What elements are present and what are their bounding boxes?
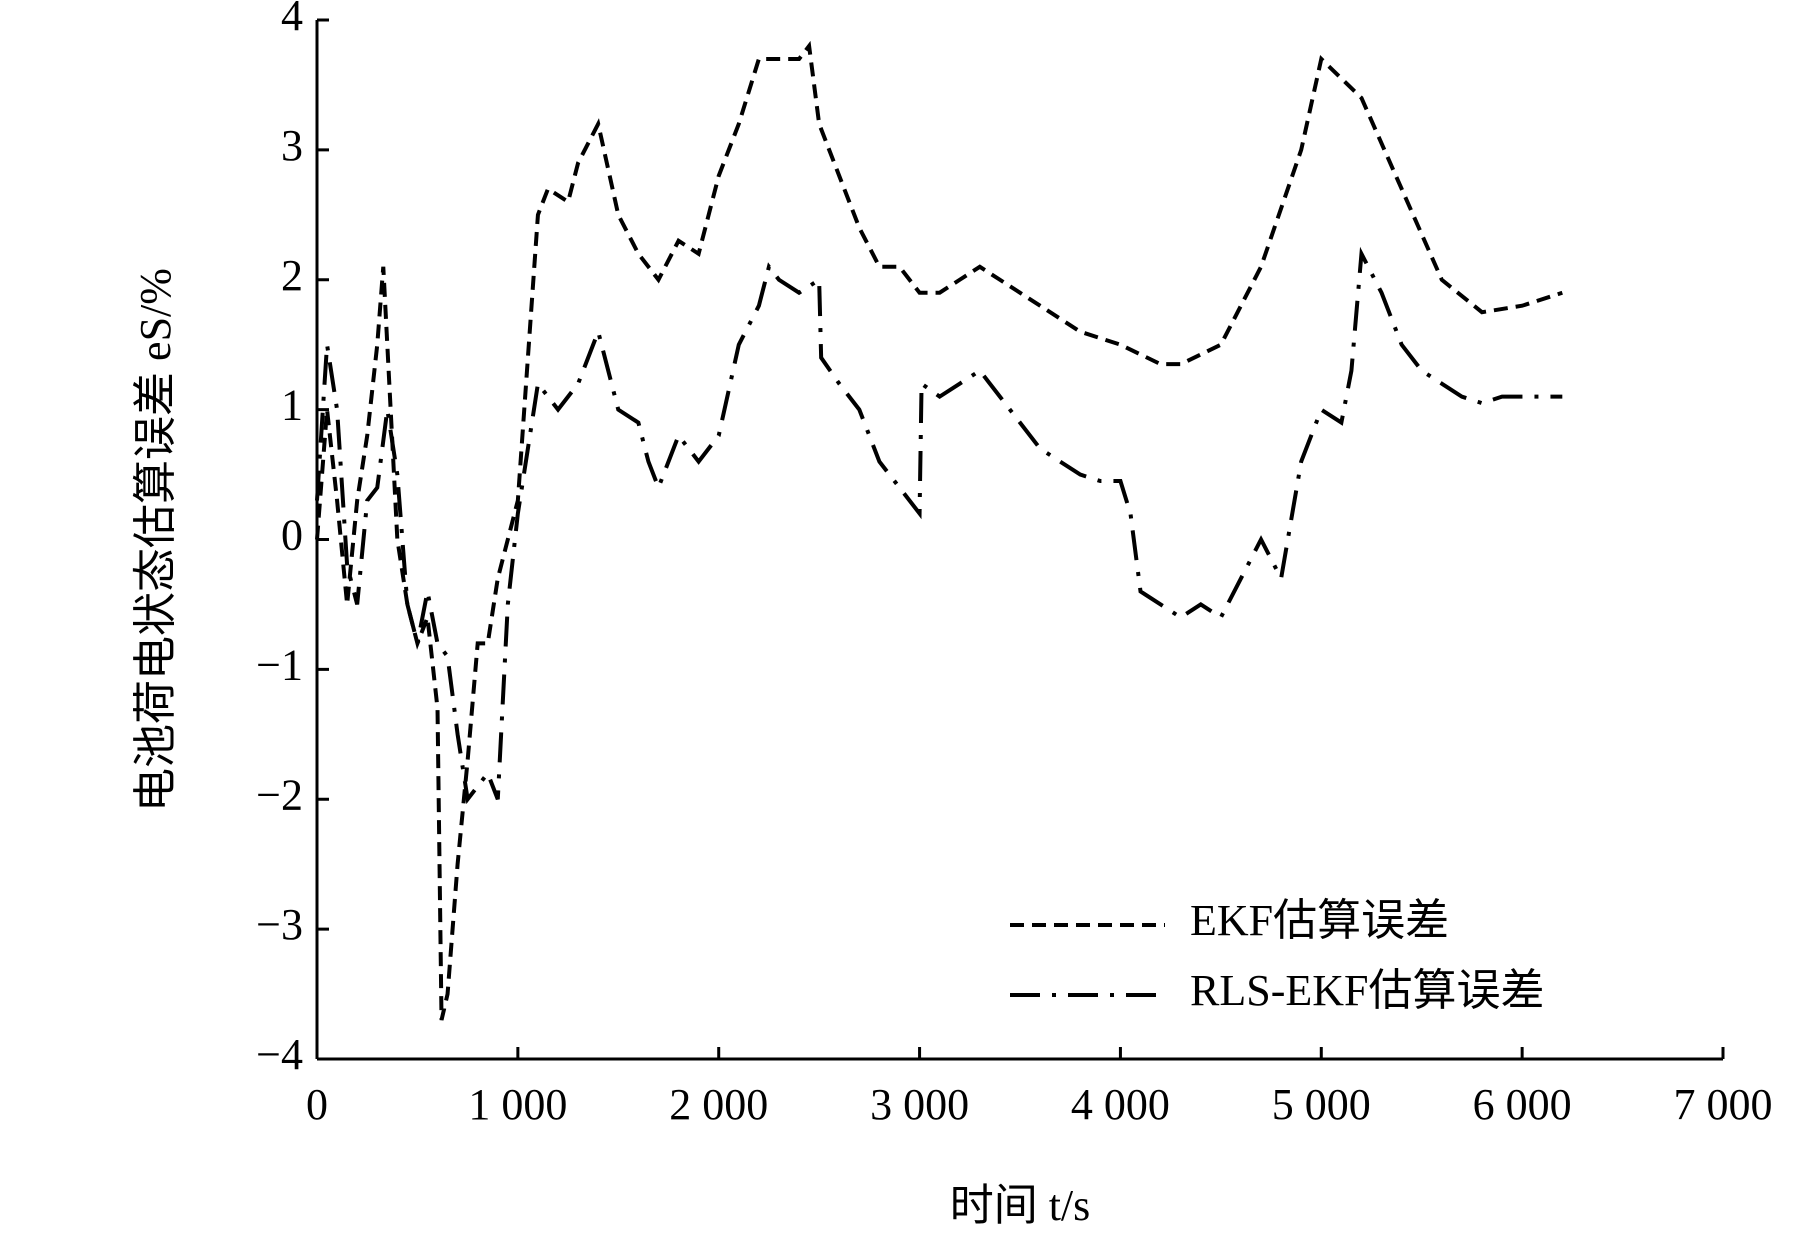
y-axis-label: 电池荷电状态估算误差 eS/% bbox=[131, 268, 180, 812]
x-tick-label: 7 000 bbox=[1674, 1080, 1773, 1129]
legend-label: RLS-EKF估算误差 bbox=[1190, 966, 1544, 1015]
x-tick-label: 3 000 bbox=[870, 1080, 969, 1129]
x-tick-label: 5 000 bbox=[1272, 1080, 1371, 1129]
y-tick-label: 4 bbox=[281, 0, 303, 40]
series-line bbox=[315, 246, 1563, 805]
y-tick-label: −3 bbox=[256, 900, 303, 949]
series-line bbox=[315, 40, 1563, 1021]
x-tick-label: 2 000 bbox=[669, 1080, 768, 1129]
y-tick-label: −2 bbox=[256, 770, 303, 819]
y-tick-label: 0 bbox=[281, 511, 303, 560]
legend-label: EKF估算误差 bbox=[1190, 896, 1449, 945]
x-axis-label: 时间 t/s bbox=[950, 1181, 1091, 1230]
y-tick-label: 2 bbox=[281, 251, 303, 300]
x-tick-label: 4 000 bbox=[1071, 1080, 1170, 1129]
x-tick-label: 6 000 bbox=[1473, 1080, 1572, 1129]
y-tick-label: 1 bbox=[281, 381, 303, 430]
y-tick-label: −4 bbox=[256, 1030, 303, 1079]
y-tick-label: 3 bbox=[281, 121, 303, 170]
x-tick-label: 0 bbox=[306, 1080, 328, 1129]
y-tick-label: −1 bbox=[256, 640, 303, 689]
x-tick-label: 1 000 bbox=[468, 1080, 567, 1129]
